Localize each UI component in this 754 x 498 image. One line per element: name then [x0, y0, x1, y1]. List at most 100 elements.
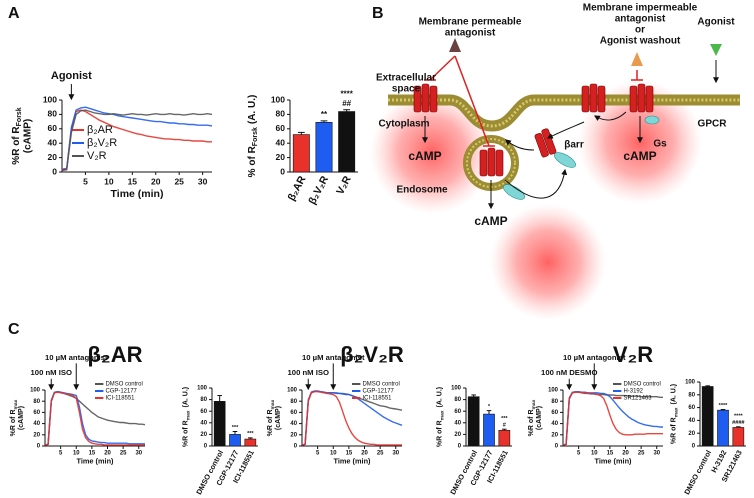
legend-label: β₂AR [87, 124, 113, 136]
y-tick-label: 20 [33, 432, 40, 438]
bar [229, 434, 241, 447]
y-tick-label: 40 [290, 421, 297, 427]
y-tick-label: 40 [551, 421, 558, 427]
bar [338, 111, 356, 173]
annotation: 10 µM antagonist [302, 353, 365, 362]
y-label-sub: Forsk [16, 107, 23, 126]
bar [213, 401, 226, 447]
y-tick-label: 80 [454, 397, 461, 403]
arrows [422, 60, 719, 210]
x-tick-label: 30 [198, 176, 208, 186]
y-tick-label: 100 [287, 388, 298, 394]
y-label-text: %R of R [436, 420, 443, 447]
label: cAMP [623, 149, 656, 163]
arrestin [503, 115, 660, 200]
y-label-unit: (A. U.) [247, 95, 258, 124]
receptor [479, 149, 488, 177]
x-axis-label: Time (min) [595, 456, 633, 465]
label: Endosome [396, 185, 448, 196]
y-label-sub: max [441, 410, 446, 420]
inhibit-line [631, 70, 643, 81]
x-tick-label: 15 [89, 451, 96, 457]
y-tick-label: 20 [200, 432, 207, 438]
label: space [392, 84, 421, 95]
label: Gs [653, 139, 667, 150]
receptors [413, 83, 654, 177]
y-tick-label: 60 [33, 410, 40, 416]
chart-title: β₂V₂R [340, 342, 404, 367]
y-tick-label: 0 [52, 166, 57, 176]
y-tick-label: 100 [548, 388, 559, 394]
receptor [429, 85, 438, 113]
label: Cytoplasm [378, 119, 429, 130]
annotation: 10 µM antagonist [563, 353, 626, 362]
y-tick-label: 40 [688, 418, 695, 424]
receptor [645, 85, 654, 113]
x-tick-label: 10 [73, 451, 80, 457]
x-tick-label: 10 [330, 451, 337, 457]
receptor [534, 132, 549, 158]
y-axis-label: % of RForsk (A. U.) [247, 95, 259, 178]
y-label-sub: max [271, 399, 276, 409]
data-line [61, 106, 213, 171]
y-label-unit: (A. U.) [436, 387, 443, 408]
receptor [541, 128, 557, 155]
x-tick-label: β₂V₂R [306, 174, 331, 207]
x-axis-label: Time (min) [77, 456, 115, 465]
bar [498, 430, 511, 447]
arrow [593, 111, 627, 122]
legend-label: DMSO control [106, 382, 143, 388]
label: cAMP [474, 214, 507, 228]
legend-label: ICI-118551 [106, 396, 136, 402]
receptor [589, 83, 598, 113]
y-label-text: %R of R [11, 126, 22, 165]
y-label-sub: max [675, 407, 680, 417]
legend-label: CGP-12177 [106, 389, 137, 395]
y-tick-label: 0 [692, 444, 696, 450]
y-tick-label: 80 [551, 399, 558, 405]
y-tick-label: 20 [276, 152, 286, 162]
label: or [635, 25, 645, 36]
arrestin [503, 184, 525, 200]
bar [732, 427, 745, 447]
significance: **** [719, 403, 729, 409]
arrow [504, 168, 568, 199]
significance: * [488, 404, 491, 410]
chart-title: β₂AR [88, 342, 143, 367]
antagonist-icon [449, 38, 461, 52]
data-line [61, 109, 212, 170]
y-tick-label: 80 [688, 392, 695, 398]
significance: #### [732, 420, 745, 426]
panel-label: A [8, 5, 20, 22]
label: antagonist [445, 28, 496, 39]
annotation: Agonist [51, 70, 92, 82]
membrane-pattern [388, 98, 740, 128]
y-tick-label: 20 [551, 432, 558, 438]
x-tick-label: 5 [316, 451, 320, 457]
legend-label: β₂V₂R [87, 137, 117, 149]
x-tick-label: 20 [104, 451, 111, 457]
legend-label: DMSO control [624, 382, 661, 388]
x-tick-label: 15 [128, 176, 138, 186]
annotation: 100 nM ISO [31, 368, 72, 377]
x-tick-label: 25 [120, 451, 127, 457]
x-tick-label: 30 [653, 451, 660, 457]
significance: *** [501, 416, 508, 422]
agonist-icon [710, 44, 722, 56]
panel-label: B [372, 5, 384, 22]
y-label-text: %R of R [267, 409, 274, 436]
arrow [505, 139, 535, 151]
y-label-unit: (A. U.) [670, 384, 677, 405]
legend-label: DMSO control [363, 382, 400, 388]
y-axis-label: (cAMP) [18, 406, 25, 430]
arrow [546, 121, 585, 139]
x-tick-label: 25 [638, 451, 645, 457]
significance: # [503, 422, 507, 428]
y-axis-label: %R of RForsk [11, 107, 23, 165]
y-tick-label: 80 [200, 397, 207, 403]
y-tick-label: 80 [290, 399, 297, 405]
x-tick-label: 15 [346, 451, 353, 457]
y-label-sub: max [187, 410, 192, 420]
receptor [581, 85, 590, 113]
